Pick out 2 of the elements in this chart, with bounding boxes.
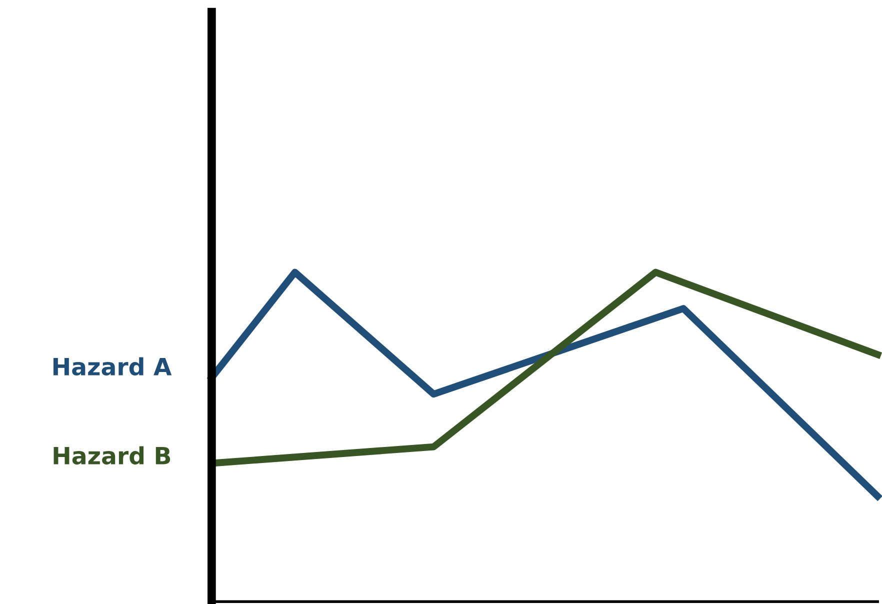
series-label: Hazard A: [53, 357, 172, 376]
series-label: Hazard B: [54, 446, 170, 465]
